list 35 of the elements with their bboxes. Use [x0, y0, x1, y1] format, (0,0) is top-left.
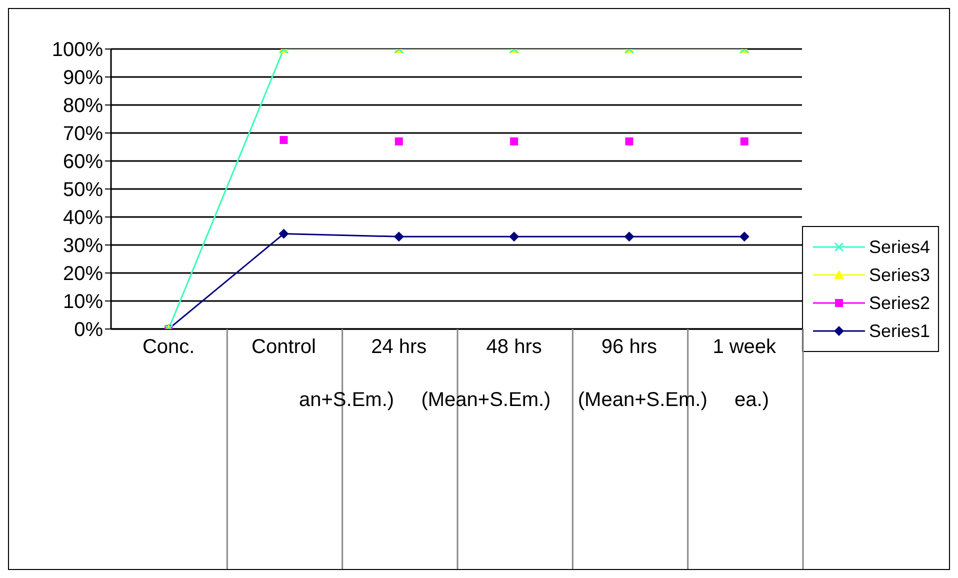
point	[394, 232, 404, 242]
text: an+S.Em.)	[299, 389, 394, 412]
y-tick-label: 0%	[74, 319, 104, 342]
y-tick-label: 20%	[62, 263, 104, 286]
point	[394, 137, 403, 146]
legend-label: Series2	[868, 292, 930, 314]
legend-label: Series4	[868, 236, 930, 258]
text: ea.)	[734, 389, 769, 412]
point	[740, 137, 748, 146]
x-tick-label: 1 week	[712, 336, 778, 358]
point	[278, 228, 289, 239]
point	[280, 136, 288, 144]
y-tick-label: 40%	[62, 207, 104, 230]
point	[625, 137, 634, 146]
x-tick-label: Conc.	[142, 336, 195, 358]
legend-label: Series3	[868, 264, 930, 286]
point	[739, 232, 750, 242]
point	[510, 137, 518, 146]
x-tick-label: 96 hrs	[601, 336, 658, 358]
y-tick-label: 80%	[62, 95, 104, 118]
y-tick-label: 60%	[62, 151, 104, 174]
y-tick-label: 100%	[52, 39, 104, 62]
y-tick-label: 10%	[62, 291, 104, 314]
y-tick-label: 70%	[62, 123, 104, 146]
text: (Mean+S.Em.)	[421, 389, 551, 412]
y-tick-label: 30%	[62, 235, 104, 258]
text: (Mean+S.Em.)	[578, 389, 708, 412]
point	[509, 232, 520, 242]
x-tick-label: 24 hrs	[371, 336, 427, 358]
x-tick-label: 48 hrs	[486, 336, 542, 358]
x-tick-label: Control	[252, 336, 316, 358]
y-tick-label: 90%	[62, 67, 104, 90]
legend-label: Series1	[868, 320, 930, 342]
point	[624, 232, 634, 242]
y-tick-label: 50%	[62, 179, 104, 202]
